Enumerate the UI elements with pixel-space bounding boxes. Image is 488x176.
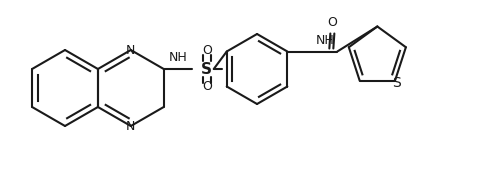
Text: N: N	[126, 120, 136, 133]
Text: S: S	[201, 61, 212, 77]
Text: NH: NH	[315, 33, 334, 46]
Text: O: O	[202, 45, 212, 58]
Text: N: N	[126, 43, 136, 56]
Text: O: O	[327, 15, 337, 29]
Text: O: O	[202, 80, 212, 93]
Text: NH: NH	[168, 51, 187, 64]
Text: S: S	[393, 76, 401, 90]
